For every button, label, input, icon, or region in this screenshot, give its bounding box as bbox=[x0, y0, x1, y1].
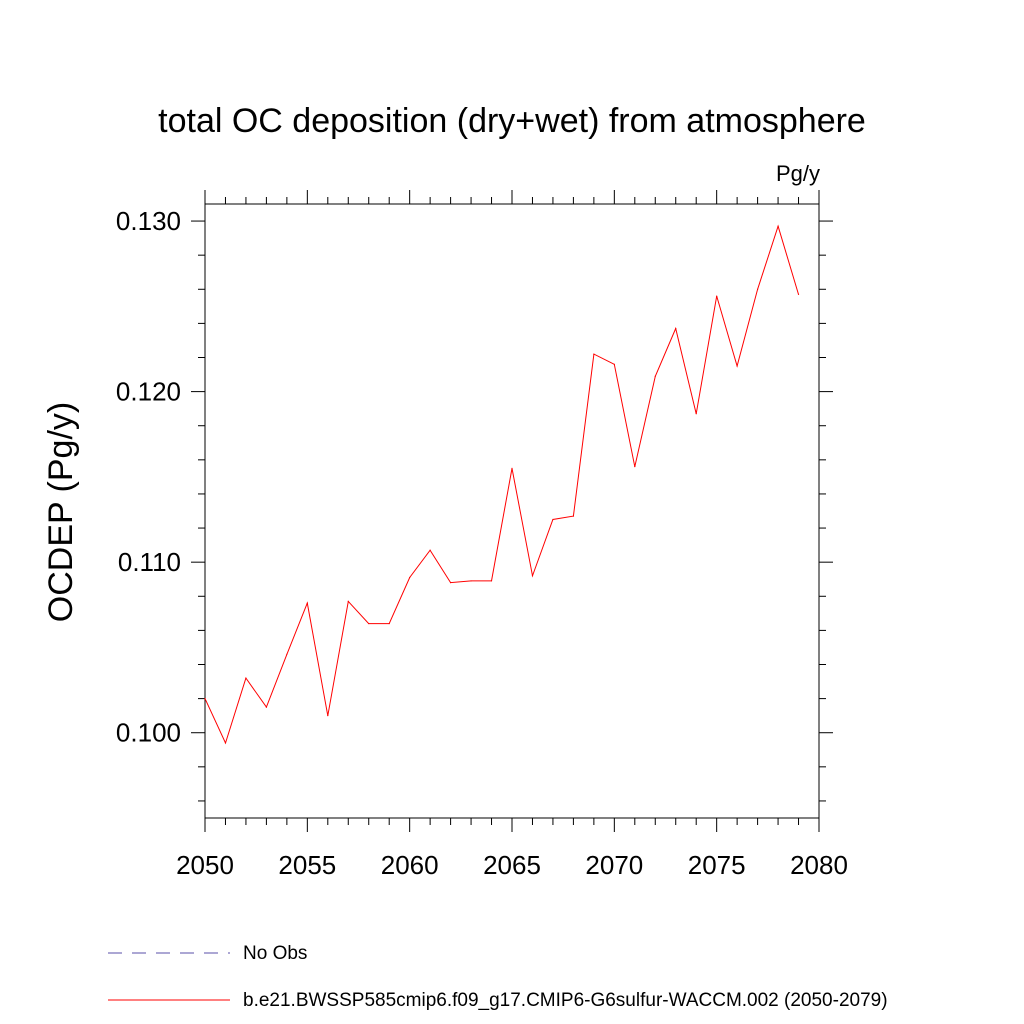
data-point bbox=[736, 365, 738, 367]
data-point bbox=[695, 413, 697, 415]
data-point bbox=[716, 295, 718, 297]
x-tick-label: 2075 bbox=[688, 850, 746, 880]
series-line bbox=[204, 224, 799, 745]
data-point bbox=[552, 518, 554, 521]
data-point bbox=[306, 602, 308, 604]
data-point bbox=[470, 580, 472, 582]
data-point bbox=[224, 742, 227, 744]
data-point bbox=[265, 706, 267, 708]
data-point bbox=[593, 353, 595, 355]
y-tick-labels: 0.100 0.110 0.120 0.130 bbox=[116, 206, 181, 748]
x-tick-label: 2065 bbox=[483, 850, 541, 880]
y-tick-label: 0.130 bbox=[116, 206, 181, 236]
data-point bbox=[368, 622, 370, 625]
y-axis-label: OCDEP (Pg/y) bbox=[42, 402, 80, 622]
series-lines bbox=[204, 224, 800, 745]
x-tick-label: 2060 bbox=[381, 850, 439, 880]
data-point bbox=[429, 549, 431, 551]
data-point bbox=[654, 375, 656, 377]
x-tick-labels: 2050 2055 2060 2065 2070 2075 2080 bbox=[176, 850, 848, 880]
legend: No Obs b.e21.BWSSP585cmip6.f09_g17.CMIP6… bbox=[108, 943, 888, 1011]
data-point bbox=[511, 467, 513, 469]
chart-title: total OC deposition (dry+wet) from atmos… bbox=[158, 102, 866, 140]
data-point bbox=[409, 576, 411, 579]
data-point bbox=[777, 225, 779, 227]
units-label: Pg/y bbox=[776, 161, 820, 186]
data-point bbox=[204, 698, 206, 700]
data-point bbox=[757, 288, 759, 290]
data-point bbox=[634, 466, 636, 468]
data-point bbox=[327, 715, 329, 717]
data-point bbox=[675, 327, 677, 330]
data-point bbox=[613, 363, 615, 365]
x-tick-label: 2050 bbox=[176, 850, 234, 880]
x-tick-label: 2070 bbox=[585, 850, 643, 880]
plot-frame bbox=[204, 203, 820, 819]
data-point bbox=[572, 515, 575, 517]
x-tick-label: 2055 bbox=[278, 850, 336, 880]
data-point bbox=[245, 677, 247, 679]
data-point bbox=[490, 580, 493, 582]
data-point bbox=[797, 293, 800, 295]
data-point bbox=[347, 600, 349, 602]
data-point bbox=[531, 575, 534, 577]
legend-label-no-obs: No Obs bbox=[243, 943, 307, 964]
legend-label-model: b.e21.BWSSP585cmip6.f09_g17.CMIP6-G6sulf… bbox=[243, 990, 888, 1011]
data-point bbox=[286, 653, 288, 655]
y-tick-label: 0.120 bbox=[116, 377, 181, 407]
data-point bbox=[388, 622, 390, 625]
y-tick-label: 0.100 bbox=[116, 718, 181, 748]
data-point bbox=[450, 582, 452, 584]
x-tick-label: 2080 bbox=[790, 850, 848, 880]
axis-ticks bbox=[191, 190, 833, 832]
y-tick-label: 0.110 bbox=[118, 547, 181, 577]
